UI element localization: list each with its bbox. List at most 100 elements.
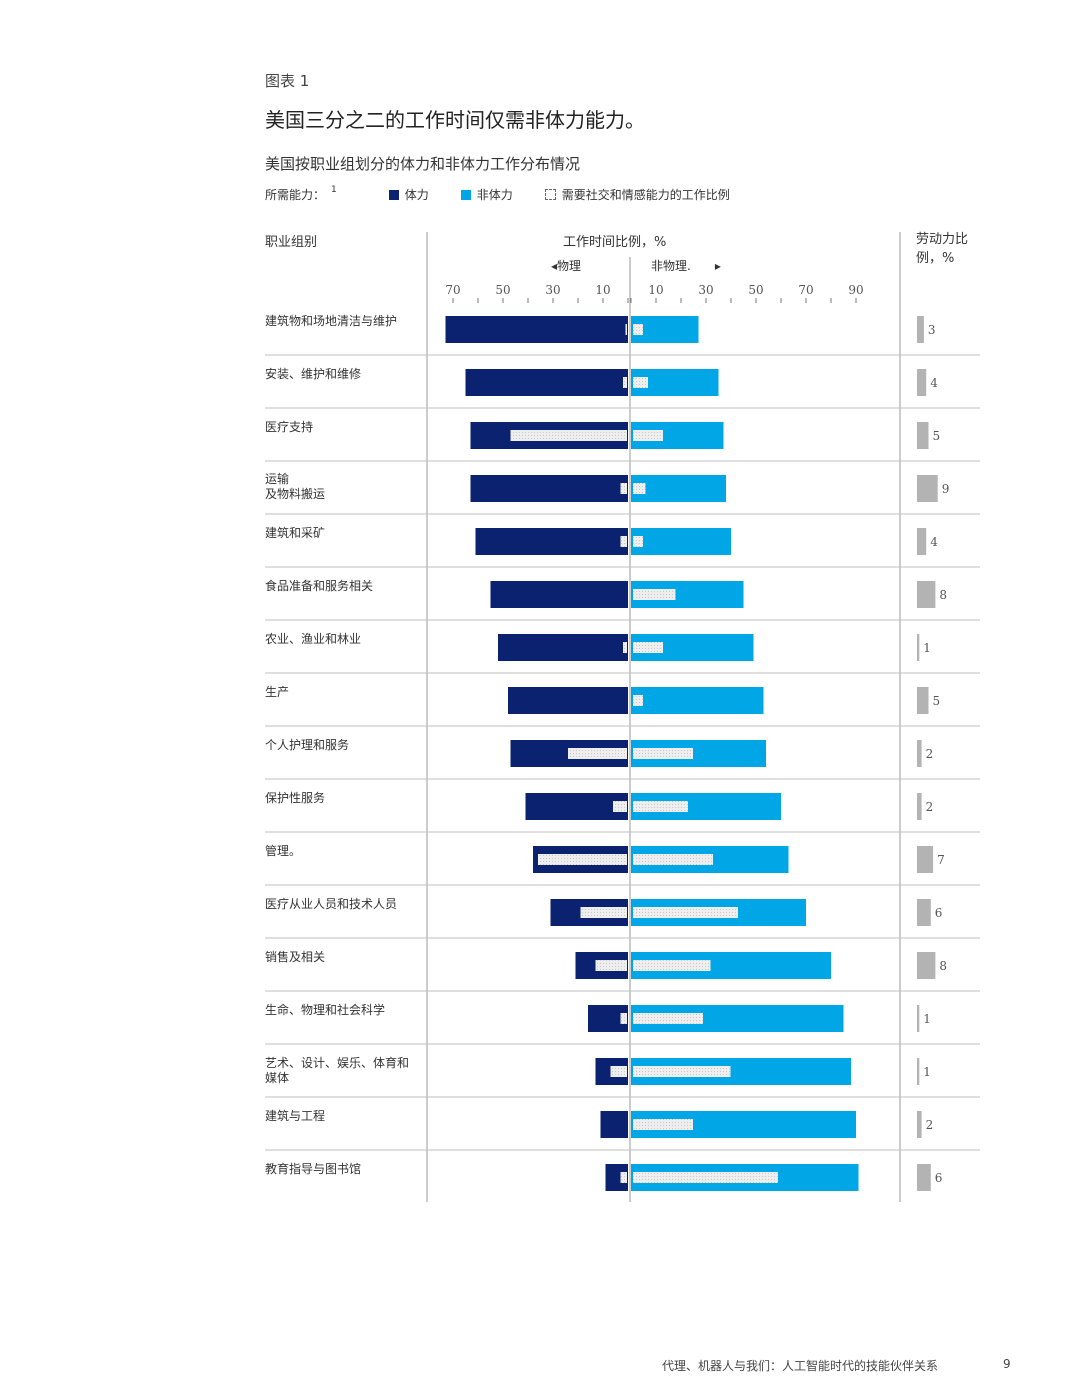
bar-labor-share [917,581,936,608]
bar-labor-share [917,952,936,979]
labor-share-label: 7 [937,853,945,867]
tick-label-nonphysical: 50 [748,283,763,297]
row-label: 艺术、设计、娱乐、体育和媒体 [265,1056,410,1085]
bar-labor-share [917,793,922,820]
bar-labor-share [917,634,920,661]
labor-share-label: 5 [933,694,941,708]
bar-physical [498,634,628,661]
direction-nonphysical: 非物理. ▸ [651,257,721,274]
bar-labor-share [917,369,927,396]
bar-nonphysical-social [633,642,663,653]
bar-physical-social [623,642,627,653]
bar-physical-social [620,483,627,494]
bar-nonphysical-social [633,748,693,759]
bar-physical-social [580,907,627,918]
tick-label-nonphysical: 70 [798,283,813,297]
header-occupation-group: 职业组别 [265,235,318,250]
labor-share-label: 1 [923,1065,931,1079]
row-label: 保护性服务 [265,791,326,805]
legend-physical-label: 体力 [404,188,429,202]
labor-share-label: 1 [923,1012,931,1026]
row-label: 建筑物和场地清洁与维护 [265,314,398,328]
labor-share-label: 4 [930,535,938,549]
arrow-left-icon: ◂ [551,259,558,273]
bar-nonphysical [631,528,731,555]
bar-nonphysical [631,687,764,714]
chart-subtitle: 美国按职业组划分的体力和非体力工作分布情况 [265,155,581,173]
bar-nonphysical-social [633,483,646,494]
bar-nonphysical-social [633,1013,703,1024]
bar-physical-social [613,801,627,812]
bar-labor-share [917,1005,920,1032]
arrow-right-icon: ▸ [714,259,721,273]
bar-physical [470,475,628,502]
legend-social-swatch [544,189,556,200]
bar-physical-social [595,960,627,971]
bar-physical-social [510,430,627,441]
row-label: 医疗支持 [265,420,314,434]
bar-labor-share [917,740,922,767]
bar-labor-share [917,422,929,449]
bar-labor-share [917,1058,920,1085]
labor-share-label: 4 [930,376,938,390]
bar-nonphysical-social [633,801,688,812]
bar-nonphysical-social [633,1066,731,1077]
labor-share-label: 2 [926,1118,934,1132]
labor-share-label: 2 [926,800,934,814]
legend: 所需能力： 1 体力 非体力 需要社交和情感能力的工作比例 [265,185,762,203]
row-label: 安装、维护和维修 [265,367,362,381]
direction-physical-label: 物理 [557,259,582,273]
legend-social-label: 需要社交和情感能力的工作比例 [561,188,730,202]
labor-share-label: 6 [935,1171,943,1185]
bar-labor-share [917,528,927,555]
tick-label-nonphysical: 10 [648,283,663,297]
figure-label: 图表 1 [265,72,310,90]
bar-labor-share [917,846,934,873]
bar-physical-social [610,1066,627,1077]
tick-label-physical: 50 [495,283,510,297]
labor-share-label: 5 [933,429,941,443]
labor-share-label: 2 [926,747,934,761]
row-label: 销售及相关 [265,950,326,964]
bar-labor-share [917,687,929,714]
bar-physical-social [568,748,627,759]
bar-nonphysical-social [633,854,713,865]
bar-nonphysical-social [633,536,643,547]
row-label: 食品准备和服务相关 [265,579,374,593]
labor-share-label: 1 [923,641,931,655]
bar-physical-social [623,377,627,388]
direction-physical: ◂物理 [551,257,581,274]
bar-nonphysical [631,475,726,502]
row-label: 个人护理和服务 [265,738,350,752]
bar-physical [465,369,628,396]
bar-physical [475,528,628,555]
bar-nonphysical-social [633,1119,693,1130]
labor-share-label: 8 [939,588,947,602]
bar-nonphysical-social [633,430,663,441]
bar-nonphysical-social [633,960,711,971]
bar-physical [605,1164,628,1191]
bar-labor-share [917,899,931,926]
legend-nonphysical-label: 非体力 [476,188,513,202]
labor-share-label: 8 [939,959,947,973]
row-label: 运输 及物料搬运 [265,472,326,501]
tick-label-physical: 10 [595,283,610,297]
bar-labor-share [917,1164,931,1191]
page-number: 9 [1003,1357,1011,1371]
bar-nonphysical-social [633,1172,778,1183]
labor-share-label: 9 [942,482,950,496]
direction-nonphysical-label: 非物理. [651,259,691,273]
row-label: 建筑和采矿 [265,526,326,540]
tick-label-physical: 70 [445,283,460,297]
header-labor-share: 劳动力比例，% [916,232,969,266]
bar-nonphysical-social [633,695,643,706]
footer-title: 代理、机器人与我们：人工智能时代的技能伙伴关系 [662,1359,939,1373]
bar-nonphysical-social [633,377,648,388]
bar-physical-social [620,536,627,547]
legend-physical: 体力 [388,186,429,203]
row-label: 医疗从业人员和技术人员 [265,897,398,911]
labor-share-label: 6 [935,906,943,920]
bar-nonphysical-social [633,324,643,335]
legend-nonphysical-swatch [460,189,471,200]
